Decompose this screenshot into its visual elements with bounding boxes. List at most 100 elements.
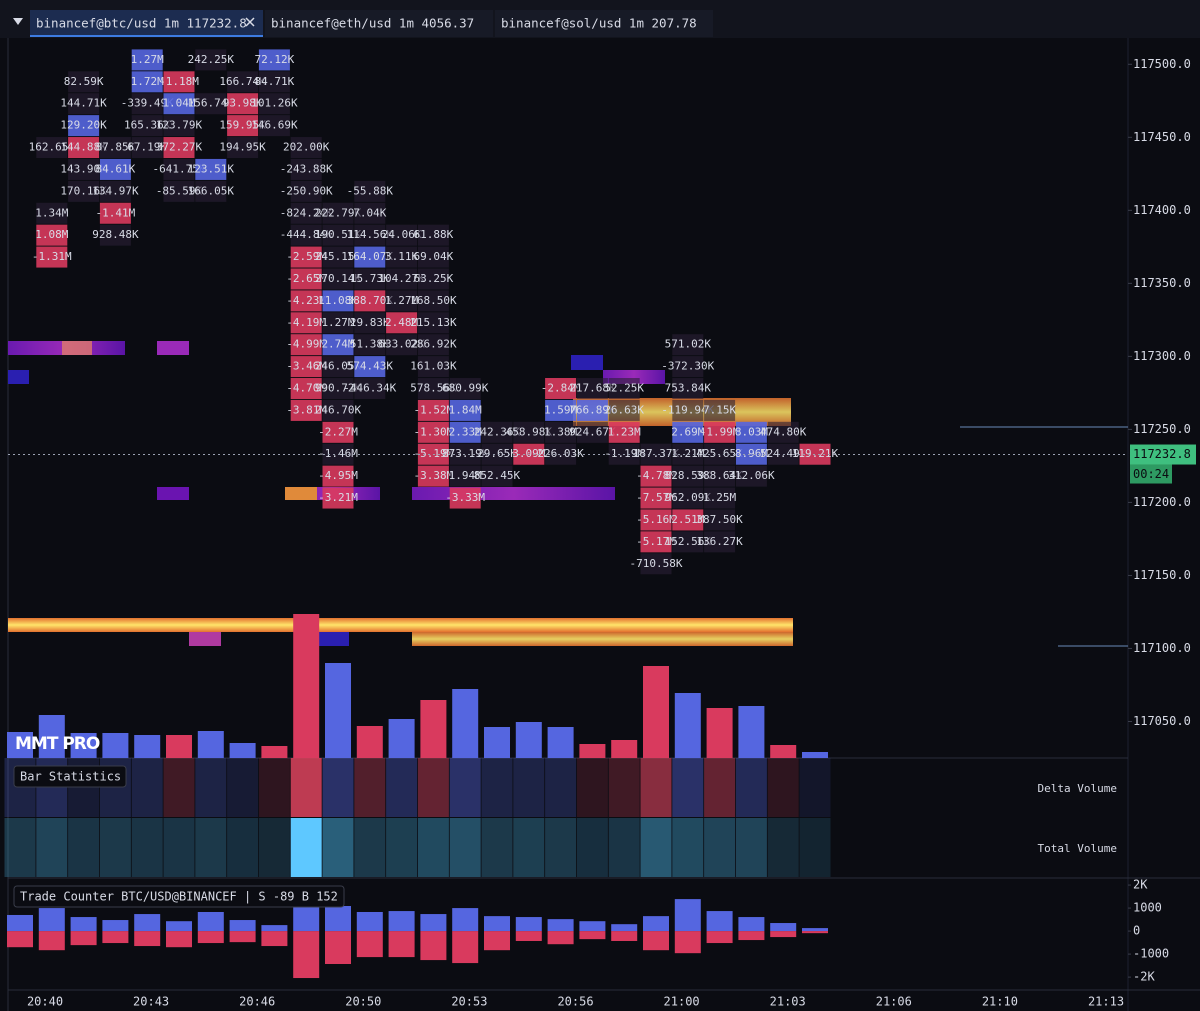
footprint-cell — [417, 421, 449, 443]
x-tick-label: 20:40 — [27, 995, 63, 1009]
footprint-cell — [99, 137, 131, 159]
y-tick-label: 117450.0 — [1133, 130, 1191, 144]
footprint-cell — [672, 356, 704, 378]
stat-row-label: Delta Volume — [1038, 782, 1117, 795]
stat-cell — [227, 758, 259, 817]
footprint-label: 26.63K — [604, 403, 644, 416]
y-tick-label: 117350.0 — [1133, 276, 1191, 290]
footprint-cell — [195, 158, 227, 180]
trade-count-bar — [611, 924, 638, 932]
footprint-label: 828.59K — [665, 469, 712, 482]
footprint-label: 72.12K — [255, 53, 295, 66]
stat-cell — [131, 758, 163, 817]
footprint-cell — [163, 71, 195, 93]
footprint-cell — [576, 378, 608, 400]
footprint-cell — [576, 399, 608, 421]
footprint-label: 242.25K — [188, 53, 235, 66]
stat-cell — [227, 818, 259, 877]
footprint-label: -7.57M — [636, 491, 676, 504]
footprint-cell — [640, 443, 672, 465]
footprint-label: -119.94K — [661, 403, 714, 416]
footprint-label: -4.95M — [318, 469, 358, 482]
footprint-cell — [227, 115, 259, 137]
footprint-label: -824.24K — [280, 206, 333, 219]
stat-cell — [163, 818, 195, 877]
stat-cell — [68, 818, 100, 877]
footprint-label: 245.15K — [315, 250, 362, 263]
tab-close[interactable] — [245, 17, 255, 27]
tab[interactable] — [30, 10, 263, 37]
footprint-cell — [545, 443, 577, 465]
footprint-label: -1.52M — [414, 403, 454, 416]
volume-bar — [70, 733, 97, 758]
footprint-label: 119.21K — [792, 447, 839, 460]
tab[interactable] — [495, 10, 713, 37]
stat-cell — [131, 818, 163, 877]
stat-cell — [608, 758, 640, 817]
footprint-cell — [68, 115, 100, 137]
volume-bar — [356, 726, 383, 758]
footprint-cell — [290, 334, 322, 356]
footprint-cell — [672, 421, 704, 443]
footprint-label: 51.38K — [350, 338, 390, 351]
footprint-cell — [386, 268, 418, 290]
footprint-cell — [163, 158, 195, 180]
trade-count-bar — [293, 907, 320, 932]
volume-bar — [770, 745, 797, 758]
stat-cell — [354, 758, 386, 817]
stat-cell — [640, 818, 672, 877]
footprint-label: 129.20K — [60, 119, 107, 132]
stat-cell — [545, 818, 577, 877]
footprint-cell — [99, 158, 131, 180]
footprint-label: 170.16K — [60, 184, 107, 197]
footprint-cell — [322, 487, 354, 509]
footprint-label: -250.90K — [280, 184, 333, 197]
footprint-label: -5.19M — [414, 447, 454, 460]
footprint-label: 286.92K — [410, 338, 457, 351]
footprint-label: -4.99M — [286, 338, 326, 351]
footprint-cell — [322, 268, 354, 290]
footprint-label: 164.07K — [347, 250, 394, 263]
footprint-label: -446.34K — [343, 382, 396, 395]
footprint-label: -1.19M — [604, 447, 644, 460]
x-tick-label: 21:13 — [1088, 995, 1124, 1009]
footprint-label: 2.74M — [321, 338, 354, 351]
footprint-cell — [195, 49, 227, 71]
footprint-label: -3.38M — [414, 469, 454, 482]
footprint-cell — [735, 443, 767, 465]
footprint-label: -85.59K — [156, 184, 203, 197]
footprint-label: 24.06K — [382, 228, 422, 241]
stat-cell — [672, 758, 704, 817]
footprint-cell — [513, 421, 545, 443]
liquidity-band — [571, 355, 603, 370]
footprint-label: -1.18M — [159, 75, 199, 88]
y-tick-label: -2K — [1133, 970, 1155, 984]
liquidity-band — [317, 632, 349, 646]
footprint-cell — [354, 246, 386, 268]
footprint-label: 1.72M — [131, 75, 164, 88]
trade-count-bar — [738, 931, 765, 941]
x-tick-label: 21:10 — [982, 995, 1018, 1009]
trade-count-bar — [674, 899, 701, 932]
tab-menu-icon[interactable] — [13, 18, 23, 25]
footprint-cell — [640, 487, 672, 509]
footprint-label: 87.85K — [96, 141, 136, 154]
panel-title: Bar Statistics — [20, 770, 121, 784]
footprint-label: 8.03M — [735, 425, 768, 438]
footprint-label: 159.95K — [219, 119, 266, 132]
footprint-cell — [640, 553, 672, 575]
footprint-cell — [386, 224, 418, 246]
footprint-label: 63.25K — [414, 272, 454, 285]
stat-cell — [513, 818, 545, 877]
footprint-label: 134.97K — [92, 184, 139, 197]
tab[interactable] — [265, 10, 493, 37]
footprint-cell — [449, 399, 481, 421]
footprint-cell — [290, 290, 322, 312]
heatmap-bands — [8, 341, 1128, 647]
footprint-cell — [354, 268, 386, 290]
footprint-cell — [735, 465, 767, 487]
footprint-label: 123.79K — [156, 119, 203, 132]
stat-cell — [322, 818, 354, 877]
footprint-cell — [417, 334, 449, 356]
stat-cell — [163, 758, 195, 817]
